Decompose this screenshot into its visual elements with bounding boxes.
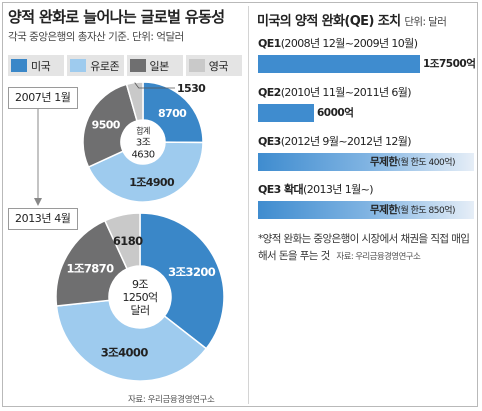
period-label-2013: 2013년 4월	[8, 208, 78, 230]
legend-item-eurozone: 유로존	[67, 55, 124, 76]
qe-period: (2013년 1월~)	[303, 183, 374, 196]
pie-value-label-0: 3조3200	[168, 265, 216, 279]
qe-period: (2008년 12월~2009년 10월)	[280, 37, 418, 50]
legend-swatch-eurozone	[70, 59, 87, 72]
left-title: 양적 완화로 늘어나는 글로벌 유동성	[8, 8, 225, 26]
pie-value-label-3: 1530	[177, 82, 206, 95]
right-note: *양적 완화는 중앙은행이 시장에서 채권을 직접 매입해서 돈을 푸는 것 자…	[258, 231, 474, 266]
right-title-block: 미국의 양적 완화(QE) 조치 단위: 달러	[257, 10, 447, 29]
pie-slice-0	[142, 81, 204, 144]
qe-period: (2012년 9월~2012년 12월)	[280, 135, 412, 148]
qe-label: QE2(2010년 11월~2011년 6월)	[258, 85, 474, 101]
legend-swatch-japan	[129, 59, 146, 72]
pie-value-label-0: 8700	[158, 107, 187, 120]
qe-item-qe3-expanded: QE3 확대(2013년 1월~) 무제한(월 한도 850억)	[258, 182, 474, 219]
qe-name: QE3	[258, 135, 281, 148]
pie-value-label-2: 9500	[92, 119, 121, 132]
right-source: 자료: 우리금융경영연구소	[336, 252, 421, 262]
qe-value-label: 무제한	[370, 156, 398, 168]
qe-bar-row: 1조7500억	[258, 55, 476, 73]
pie-slice-2	[82, 83, 138, 169]
qe-bar-row: 6000억	[258, 104, 474, 122]
qe-value: 6000억	[317, 104, 354, 122]
pie-center-label-1: 3조	[136, 138, 151, 149]
legend-swatch-us	[11, 59, 27, 72]
left-subtitle: 각국 중앙은행의 총자산 기준. 단위: 억달러	[8, 31, 184, 43]
qe-value-label: 6000억	[317, 107, 354, 119]
qe-bar-unlimited	[258, 201, 474, 219]
qe-name: QE2	[258, 86, 281, 99]
legend-label-japan: 일본	[149, 59, 170, 73]
pie-value-label-1: 1조4900	[129, 176, 175, 189]
qe-bar-row: 무제한(월 한도 400억)	[258, 153, 474, 171]
qe-item-qe3: QE3(2012년 9월~2012년 12월) 무제한(월 한도 400억)	[258, 134, 474, 171]
qe-item-qe2: QE2(2010년 11월~2011년 6월) 6000억	[258, 85, 474, 122]
qe-label: QE3 확대(2013년 1월~)	[258, 182, 474, 198]
qe-value-note: (월 한도 400억)	[397, 158, 456, 168]
pie-slice-2	[55, 219, 129, 307]
qe-bar	[258, 55, 420, 73]
pie-center-label-0: 9조	[132, 278, 148, 291]
legend-label-us: 미국	[31, 59, 51, 73]
pie-value-label-1: 3조4000	[101, 345, 149, 359]
pie-value-label-3: 6180	[113, 234, 143, 248]
legend: 미국 유로존 일본 영국	[8, 55, 242, 76]
pie-slice-0	[139, 212, 225, 350]
qe-value: 무제한(월 한도 850억)	[370, 201, 456, 219]
right-unit: 단위: 달러	[404, 16, 447, 28]
qe-name: QE3 확대	[258, 183, 304, 196]
pie-leader-line	[134, 82, 175, 89]
qe-name: QE1	[258, 37, 281, 50]
qe-value-label: 1조7500억	[423, 58, 476, 70]
qe-value: 1조7500억	[423, 55, 476, 73]
qe-value: 무제한(월 한도 400억)	[370, 153, 456, 171]
legend-label-uk: 영국	[208, 59, 229, 73]
right-title: 미국의 양적 완화(QE) 조치	[257, 14, 401, 29]
pie-slice-1	[55, 299, 208, 382]
pie-value-label-2: 1조7870	[66, 262, 114, 276]
qe-period: (2010년 11월~2011년 6월)	[280, 86, 412, 99]
qe-label: QE3(2012년 9월~2012년 12월)	[258, 134, 474, 150]
pie-center-label-2: 달러	[130, 304, 149, 317]
panel-divider	[248, 6, 249, 404]
qe-bar-unlimited	[258, 153, 474, 171]
left-source: 자료: 우리금융경영연구소	[128, 395, 215, 405]
pie-slice-3	[103, 212, 141, 270]
legend-swatch-uk	[188, 59, 205, 72]
outer-frame	[2, 2, 478, 407]
legend-label-eurozone: 유로존	[90, 59, 120, 73]
pie-center-label-1: 1250억	[122, 291, 157, 304]
pie-slice-3	[125, 81, 144, 122]
qe-value-note: (월 한도 850억)	[397, 206, 456, 216]
qe-item-qe1: QE1(2008년 12월~2009년 10월) 1조7500억	[258, 36, 476, 73]
legend-item-japan: 일본	[126, 55, 183, 76]
qe-bar	[258, 104, 314, 122]
qe-label: QE1(2008년 12월~2009년 10월)	[258, 36, 474, 52]
qe-value-label: 무제한	[370, 204, 398, 216]
legend-item-uk: 영국	[185, 55, 242, 76]
pie-slice-1	[87, 141, 204, 203]
right-note-text: *양적 완화는 중앙은행이 시장에서 채권을 직접 매입해서 돈을 푸는 것	[258, 233, 470, 262]
legend-item-us: 미국	[8, 55, 65, 76]
pie-center-label-0: 합계	[136, 126, 150, 136]
pie-center-label-2: 4630	[131, 150, 154, 161]
period-label-2007: 2007년 1월	[8, 87, 78, 109]
qe-bar-row: 무제한(월 한도 850억)	[258, 201, 474, 219]
